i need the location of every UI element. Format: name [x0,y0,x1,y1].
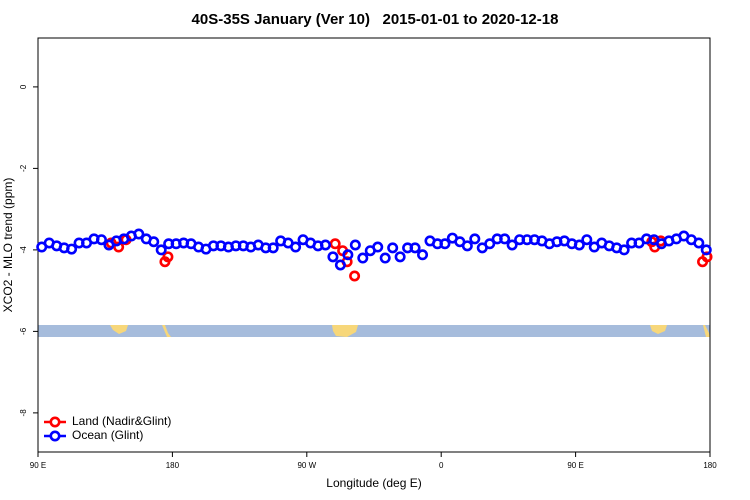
data-point [394,251,406,263]
y-tick-label: 0 [19,84,28,89]
data-point [417,249,429,261]
data-point [469,233,481,245]
map-strip [38,325,710,337]
data-point [148,236,160,248]
data-point [133,228,145,240]
data-point [700,244,712,256]
data-point [581,234,593,246]
land-shape [650,325,667,334]
data-point [113,241,125,253]
legend-marker [49,430,61,442]
y-tick-label: -4 [19,246,28,254]
land-shape [110,325,128,334]
y-tick-label: -6 [19,327,28,335]
x-tick-label: 90 E [567,461,583,470]
x-tick-label: 180 [703,461,717,470]
data-point [334,259,346,271]
data-point [155,244,167,256]
x-tick-label: 90 E [30,461,46,470]
data-point [319,239,331,251]
data-point [342,249,354,261]
legend-label: Ocean (Glint) [72,428,143,442]
data-point [506,239,518,251]
data-point [372,241,384,253]
legend-label: Land (Nadir&Glint) [72,414,171,428]
data-point [66,243,78,255]
data-point [499,233,511,245]
x-axis-label: Longitude (deg E) [326,476,421,490]
y-tick-label: -2 [19,164,28,172]
data-point [461,240,473,252]
data-point [484,238,496,250]
ocean-strip [38,325,710,337]
data-point [357,252,369,264]
land-shape [703,325,710,337]
data-point [349,239,361,251]
data-point [349,270,361,282]
land-shape [162,325,171,337]
x-tick-label: 180 [166,461,180,470]
data-point [162,251,174,263]
x-tick-label: 90 W [297,461,316,470]
data-point [618,244,630,256]
data-point [439,238,451,250]
x-tick-label: 0 [439,461,444,470]
chart-title: 40S-35S January (Ver 10) 2015-01-01 to 2… [192,11,559,28]
data-point [95,234,107,246]
y-tick-label: -8 [19,409,28,417]
data-point [327,251,339,263]
data-point [693,237,705,249]
data-point [329,238,341,250]
legend-marker [49,416,61,428]
data-point [409,242,421,254]
data-point [701,251,713,263]
data-point [379,252,391,264]
y-axis-label: XCO2 - MLO trend (ppm) [1,178,15,313]
data-point [573,239,585,251]
data-point [387,242,399,254]
data-point [267,242,279,254]
land-shape [332,325,358,337]
data-point [290,241,302,253]
